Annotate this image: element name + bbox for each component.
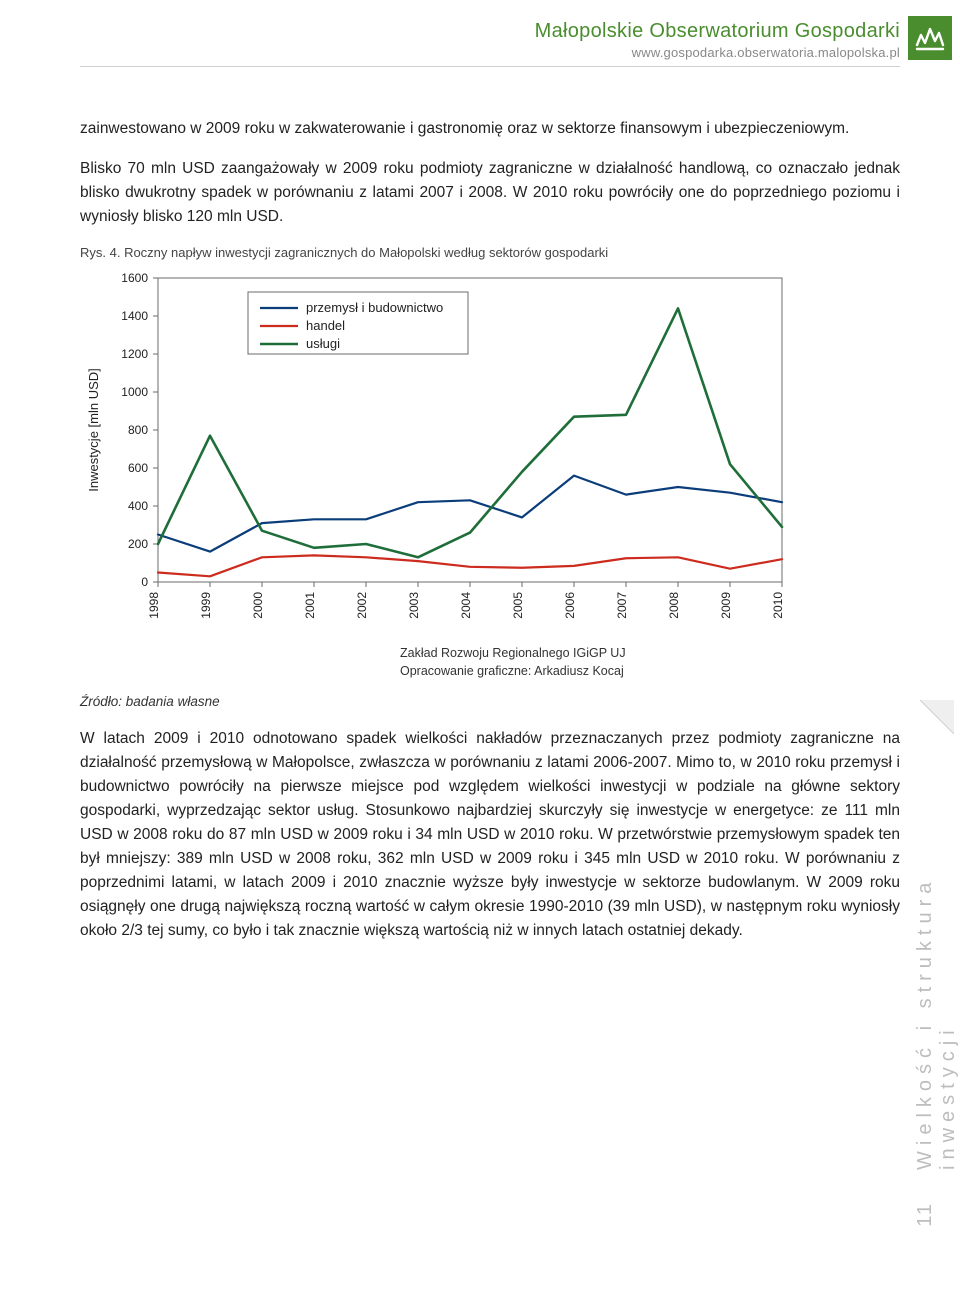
svg-text:2001: 2001 <box>303 592 317 619</box>
chart-attribution-line2: Opracowanie graficzne: Arkadiusz Kocaj <box>400 662 900 680</box>
header-divider <box>80 66 900 67</box>
svg-text:800: 800 <box>128 423 148 437</box>
svg-text:2008: 2008 <box>667 592 681 619</box>
svg-text:1998: 1998 <box>147 592 161 619</box>
chart-attribution-line1: Zakład Rozwoju Regionalnego IGiGP UJ <box>400 644 900 662</box>
svg-text:2002: 2002 <box>355 592 369 619</box>
intro-paragraph-2: Blisko 70 mln USD zaangażowały w 2009 ro… <box>80 157 900 229</box>
svg-text:Inwestycje [mln USD]: Inwestycje [mln USD] <box>86 368 101 492</box>
line-chart: 0 200 400 600 800 1000 1200 1400 1600 1998 1999 200… <box>80 268 900 638</box>
brand-logo-icon <box>908 16 952 60</box>
intro-paragraph-1: zainwestowano w 2009 roku w zakwaterowan… <box>80 117 900 141</box>
svg-text:0: 0 <box>141 575 148 589</box>
svg-text:2007: 2007 <box>615 592 629 619</box>
svg-text:2005: 2005 <box>511 592 525 619</box>
svg-text:handel: handel <box>306 318 345 333</box>
figure-caption: Rys. 4. Roczny napływ inwestycji zagrani… <box>80 245 900 260</box>
svg-text:2000: 2000 <box>251 592 265 619</box>
svg-text:200: 200 <box>128 537 148 551</box>
svg-text:1000: 1000 <box>121 385 148 399</box>
page-fold-icon <box>920 700 954 734</box>
section-label: Wielkość i struktura inwestycji <box>914 740 960 1180</box>
page-number: 11 <box>914 1202 937 1227</box>
chart-attribution: Zakład Rozwoju Regionalnego IGiGP UJ Opr… <box>400 644 900 680</box>
side-tab: Wielkość i struktura inwestycji 11 <box>914 740 954 1260</box>
svg-text:1999: 1999 <box>199 592 213 619</box>
svg-text:400: 400 <box>128 499 148 513</box>
page-header: Małopolskie Obserwatorium Gospodarki www… <box>80 20 900 67</box>
svg-text:usługi: usługi <box>306 336 340 351</box>
svg-text:600: 600 <box>128 461 148 475</box>
header-url: www.gospodarka.obserwatoria.malopolska.p… <box>80 45 900 60</box>
svg-text:2006: 2006 <box>563 592 577 619</box>
svg-text:2003: 2003 <box>407 592 421 619</box>
svg-text:1200: 1200 <box>121 347 148 361</box>
source-line: Źródło: badania własne <box>80 694 900 709</box>
svg-text:1600: 1600 <box>121 271 148 285</box>
svg-text:2009: 2009 <box>719 592 733 619</box>
header-title: Małopolskie Obserwatorium Gospodarki <box>80 20 900 43</box>
svg-text:1400: 1400 <box>121 309 148 323</box>
svg-text:przemysł i budownictwo: przemysł i budownictwo <box>306 300 443 315</box>
svg-text:2010: 2010 <box>771 592 785 619</box>
svg-text:2004: 2004 <box>459 592 473 619</box>
body-paragraph: W latach 2009 i 2010 odnotowano spadek w… <box>80 727 900 943</box>
